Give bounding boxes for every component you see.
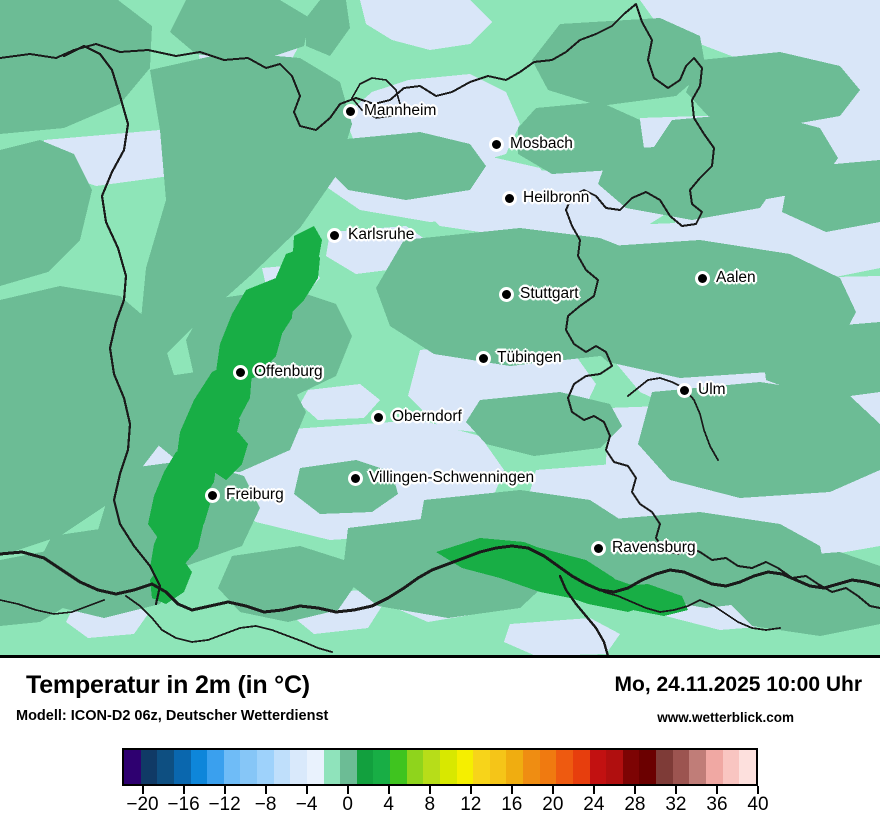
colorbar-tick-label: 36 [706,794,728,815]
colorbar-swatch [606,750,623,784]
colorbar-swatch [257,750,274,784]
colorbar-tick [551,786,554,794]
colorbar-swatch [423,750,440,784]
colorbar-swatch [273,750,291,784]
valid-datetime: Mo, 24.11.2025 10:00 Uhr [614,673,862,696]
colorbar-swatch [356,750,374,784]
colorbar-swatch [406,750,424,784]
colorbar-tick-label: 32 [665,794,687,815]
colorbar-tick [387,786,390,794]
colorbar-swatches [122,748,758,786]
website-label: www.wetterblick.com [657,710,794,725]
colorbar-swatch [290,750,307,784]
colorbar-swatch [306,750,324,784]
colorbar-swatch [722,750,740,784]
colorbar-tick [592,786,595,794]
colorbar-tick-label: 0 [342,794,353,815]
colorbar-tick-labels: −20 −16 −12 −8 −4 0 4 8 12 16 20 24 28 32 36 40 [0,794,880,820]
colorbar-swatch [340,750,357,784]
colorbar-tick [674,786,677,794]
colorbar-tick-label: 28 [624,794,646,815]
colorbar-swatch [689,750,706,784]
colorbar-tick [223,786,226,794]
colorbar-swatch [739,750,756,784]
colorbar-tick [757,786,759,794]
colorbar-tick-label: 16 [501,794,523,815]
page-title: Temperatur in 2m (in °C) [26,671,310,699]
colorbar-swatch [572,750,590,784]
colorbar-ticks [122,786,759,794]
map-temperature-field [0,0,880,655]
colorbar-swatch [456,750,474,784]
colorbar-swatch [473,750,490,784]
temperature-map[interactable]: Mannheim Mosbach Heilbronn Karlsruhe Aalen St… [0,0,880,658]
colorbar-tick-label: 24 [583,794,605,815]
colorbar-swatch [240,750,257,784]
colorbar-tick-label: −4 [295,794,318,815]
colorbar-tick [469,786,472,794]
colorbar-tick [141,786,144,794]
colorbar-tick-label: −16 [167,794,200,815]
colorbar-tick-label: −20 [126,794,159,815]
colorbar-tick [264,786,267,794]
colorbar-swatch [439,750,457,784]
colorbar-swatch [705,750,723,784]
colorbar-tick-label: 8 [424,794,436,815]
colorbar-tick [428,786,431,794]
colorbar-tick-label: −8 [254,794,277,815]
colorbar-tick-label: −12 [208,794,241,815]
colorbar-swatch [622,750,640,784]
colorbar-tick [510,786,513,794]
colorbar-swatch [373,750,390,784]
colorbar-swatch [173,750,191,784]
colorbar-tick-label: 40 [747,794,769,815]
colorbar-tick [182,786,185,794]
colorbar-swatch [589,750,607,784]
colorbar-swatch [489,750,507,784]
map-footer: Temperatur in 2m (in °C) Modell: ICON-D2… [0,658,880,830]
colorbar-tick-label: 20 [542,794,564,815]
colorbar-swatch [207,750,224,784]
temperature-colorbar: −20 −16 −12 −8 −4 0 4 8 12 16 20 24 28 32 36 40 [0,748,880,828]
colorbar-tick [633,786,636,794]
colorbar-swatch [523,750,540,784]
colorbar-tick [715,786,718,794]
colorbar-tick-label: 12 [460,794,482,815]
colorbar-swatch [223,750,241,784]
colorbar-tick [346,786,349,794]
colorbar-swatch [140,750,158,784]
colorbar-swatch [190,750,208,784]
colorbar-tick-label: 4 [383,794,394,815]
colorbar-swatch [556,750,573,784]
colorbar-swatch [656,750,673,784]
colorbar-swatch [390,750,407,784]
model-subtitle: Modell: ICON-D2 06z, Deutscher Wetterdie… [16,708,329,724]
colorbar-swatch [639,750,656,784]
colorbar-swatch [506,750,523,784]
colorbar-swatch [323,750,341,784]
colorbar-tick [305,786,308,794]
colorbar-swatch [124,750,141,784]
colorbar-swatch [672,750,690,784]
colorbar-swatch [157,750,174,784]
colorbar-swatch [539,750,557,784]
